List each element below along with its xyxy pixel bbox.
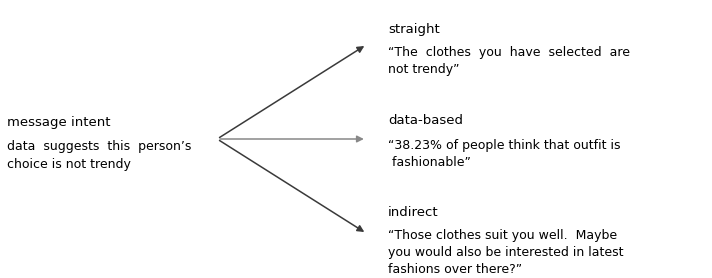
Text: indirect: indirect [388,206,439,219]
Text: “The  clothes  you  have  selected  are
not trendy”: “The clothes you have selected are not t… [388,46,630,76]
Text: data-based: data-based [388,115,463,127]
Text: “38.23% of people think that outfit is
 fashionable”: “38.23% of people think that outfit is f… [388,139,621,169]
Text: data  suggests  this  person’s
choice is not trendy: data suggests this person’s choice is no… [7,140,192,171]
Text: message intent: message intent [7,116,110,129]
Text: straight: straight [388,23,440,36]
Text: “Those clothes suit you well.  Maybe
you would also be interested in latest
fash: “Those clothes suit you well. Maybe you … [388,229,624,277]
